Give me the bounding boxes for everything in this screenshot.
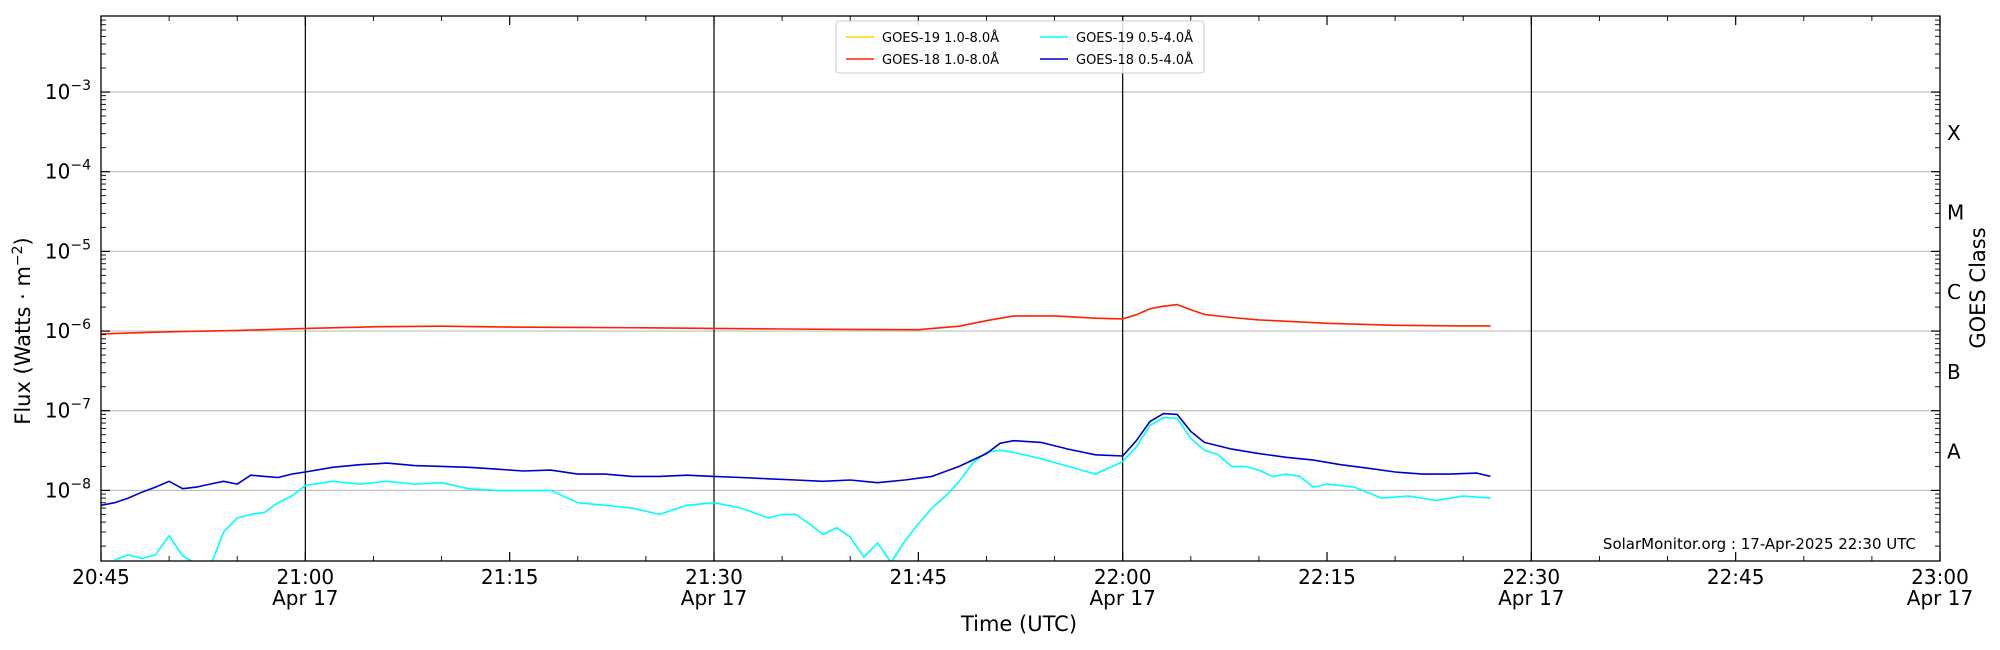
legend-box bbox=[835, 20, 1205, 74]
series-line-goes-18-0-5-4-0- bbox=[101, 412, 1491, 507]
x-tick-label: 21:00 bbox=[277, 565, 335, 589]
x-tick-date-label: Apr 17 bbox=[272, 586, 338, 610]
day-marker-lines bbox=[304, 16, 1532, 561]
y-tick-label: 10−5 bbox=[45, 237, 91, 263]
goes-class-label: M bbox=[1947, 201, 1964, 225]
goes-class-label: C bbox=[1947, 280, 1961, 304]
y-axis-label: Flux (Watts · m−2) bbox=[10, 237, 35, 425]
legend-label: GOES-19 0.5-4.0Å bbox=[1076, 30, 1193, 46]
horizontal-grid bbox=[101, 91, 1940, 491]
x-tick-label: 22:30 bbox=[1503, 565, 1561, 589]
y-tick-label: 10−8 bbox=[45, 476, 91, 502]
series-line-goes-18-1-0-8-0- bbox=[101, 303, 1491, 335]
x-tick-date-label: Apr 17 bbox=[1089, 586, 1155, 610]
x-tick-label: 22:15 bbox=[1298, 565, 1356, 589]
y-tick-label: 10−3 bbox=[45, 78, 91, 104]
x-tick-date-label: Apr 17 bbox=[681, 586, 747, 610]
goes-class-label: A bbox=[1947, 440, 1961, 464]
legend-label: GOES-18 1.0-8.0Å bbox=[882, 52, 999, 68]
legend-label: GOES-19 1.0-8.0Å bbox=[882, 30, 999, 46]
y-tick-label: 10−4 bbox=[45, 158, 91, 184]
y-tick-label: 10−6 bbox=[45, 317, 91, 343]
x-tick-label: 23:00 bbox=[1911, 565, 1969, 589]
x-tick-label: 21:30 bbox=[685, 565, 743, 589]
y-tick-label: 10−7 bbox=[45, 397, 91, 423]
goes-class-label: X bbox=[1947, 121, 1961, 145]
x-tick-label: 21:45 bbox=[890, 565, 948, 589]
x-tick-date-label: Apr 17 bbox=[1907, 586, 1973, 610]
flux-series bbox=[101, 303, 1491, 561]
series-line-goes-19-0-5-4-0- bbox=[114, 416, 1491, 561]
legend-label: GOES-18 0.5-4.0Å bbox=[1076, 52, 1193, 68]
x-tick-label: 22:45 bbox=[1707, 565, 1765, 589]
x-tick-label: 22:00 bbox=[1094, 565, 1152, 589]
x-tick-label: 20:45 bbox=[72, 565, 130, 589]
x-tick-label: 21:15 bbox=[481, 565, 539, 589]
credit-text: SolarMonitor.org : 17-Apr-2025 22:30 UTC bbox=[1603, 535, 1916, 553]
goes-class-label: B bbox=[1947, 360, 1961, 384]
x-tick-date-label: Apr 17 bbox=[1498, 586, 1564, 610]
x-axis-label: Time (UTC) bbox=[960, 612, 1077, 636]
plot-frame bbox=[100, 15, 1941, 562]
legend: GOES-19 1.0-8.0Å GOES-18 1.0-8.0Å GOES-19 … bbox=[835, 20, 1205, 74]
goes-class-axis-label: GOES Class bbox=[1966, 227, 1990, 348]
